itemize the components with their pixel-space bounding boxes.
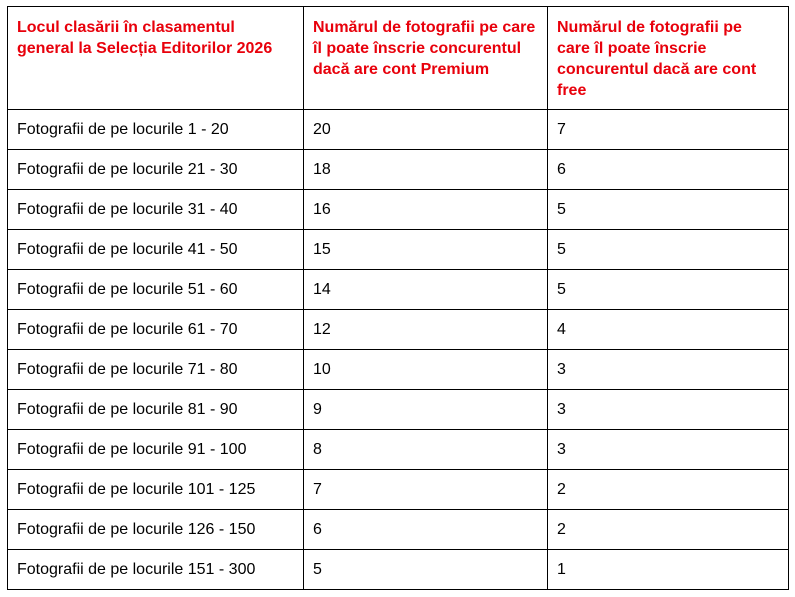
header-free: Numărul de fotografii pe care îl poate î… <box>547 6 789 110</box>
table-row: Fotografii de pe locurile 21 - 30 18 6 <box>7 149 789 190</box>
table-row: Fotografii de pe locurile 51 - 60 14 5 <box>7 269 789 310</box>
cell-free: 6 <box>547 149 789 190</box>
cell-premium: 7 <box>303 469 548 510</box>
cell-premium: 10 <box>303 349 548 390</box>
cell-free: 4 <box>547 309 789 350</box>
cell-free: 5 <box>547 229 789 270</box>
cell-rank: Fotografii de pe locurile 51 - 60 <box>7 269 304 310</box>
cell-free: 3 <box>547 429 789 470</box>
cell-premium: 15 <box>303 229 548 270</box>
cell-rank: Fotografii de pe locurile 101 - 125 <box>7 469 304 510</box>
table-row: Fotografii de pe locurile 61 - 70 12 4 <box>7 309 789 350</box>
cell-free: 3 <box>547 349 789 390</box>
cell-free: 5 <box>547 189 789 230</box>
cell-free: 2 <box>547 509 789 550</box>
table-row: Fotografii de pe locurile 101 - 125 7 2 <box>7 469 789 510</box>
table-row: Fotografii de pe locurile 81 - 90 9 3 <box>7 389 789 430</box>
cell-premium: 12 <box>303 309 548 350</box>
cell-rank: Fotografii de pe locurile 31 - 40 <box>7 189 304 230</box>
cell-premium: 9 <box>303 389 548 430</box>
table-row: Fotografii de pe locurile 41 - 50 15 5 <box>7 229 789 270</box>
table-row: Fotografii de pe locurile 151 - 300 5 1 <box>7 549 789 590</box>
cell-rank: Fotografii de pe locurile 1 - 20 <box>7 109 304 150</box>
table-row: Fotografii de pe locurile 31 - 40 16 5 <box>7 189 789 230</box>
cell-free: 3 <box>547 389 789 430</box>
cell-free: 7 <box>547 109 789 150</box>
header-premium: Numărul de fotografii pe care îl poate î… <box>303 6 548 110</box>
photo-allowance-table: Locul clasării în clasamentul general la… <box>7 6 789 590</box>
header-rank: Locul clasării în clasamentul general la… <box>7 6 304 110</box>
cell-free: 1 <box>547 549 789 590</box>
cell-rank: Fotografii de pe locurile 41 - 50 <box>7 229 304 270</box>
header-row: Locul clasării în clasamentul general la… <box>7 6 789 110</box>
cell-rank: Fotografii de pe locurile 61 - 70 <box>7 309 304 350</box>
cell-premium: 5 <box>303 549 548 590</box>
cell-free: 2 <box>547 469 789 510</box>
cell-rank: Fotografii de pe locurile 91 - 100 <box>7 429 304 470</box>
cell-premium: 18 <box>303 149 548 190</box>
cell-rank: Fotografii de pe locurile 21 - 30 <box>7 149 304 190</box>
cell-premium: 14 <box>303 269 548 310</box>
cell-free: 5 <box>547 269 789 310</box>
cell-rank: Fotografii de pe locurile 126 - 150 <box>7 509 304 550</box>
table-row: Fotografii de pe locurile 91 - 100 8 3 <box>7 429 789 470</box>
cell-rank: Fotografii de pe locurile 71 - 80 <box>7 349 304 390</box>
cell-premium: 6 <box>303 509 548 550</box>
cell-premium: 20 <box>303 109 548 150</box>
table-row: Fotografii de pe locurile 126 - 150 6 2 <box>7 509 789 550</box>
cell-premium: 16 <box>303 189 548 230</box>
cell-rank: Fotografii de pe locurile 81 - 90 <box>7 389 304 430</box>
table-row: Fotografii de pe locurile 71 - 80 10 3 <box>7 349 789 390</box>
cell-premium: 8 <box>303 429 548 470</box>
table-row: Fotografii de pe locurile 1 - 20 20 7 <box>7 109 789 150</box>
cell-rank: Fotografii de pe locurile 151 - 300 <box>7 549 304 590</box>
